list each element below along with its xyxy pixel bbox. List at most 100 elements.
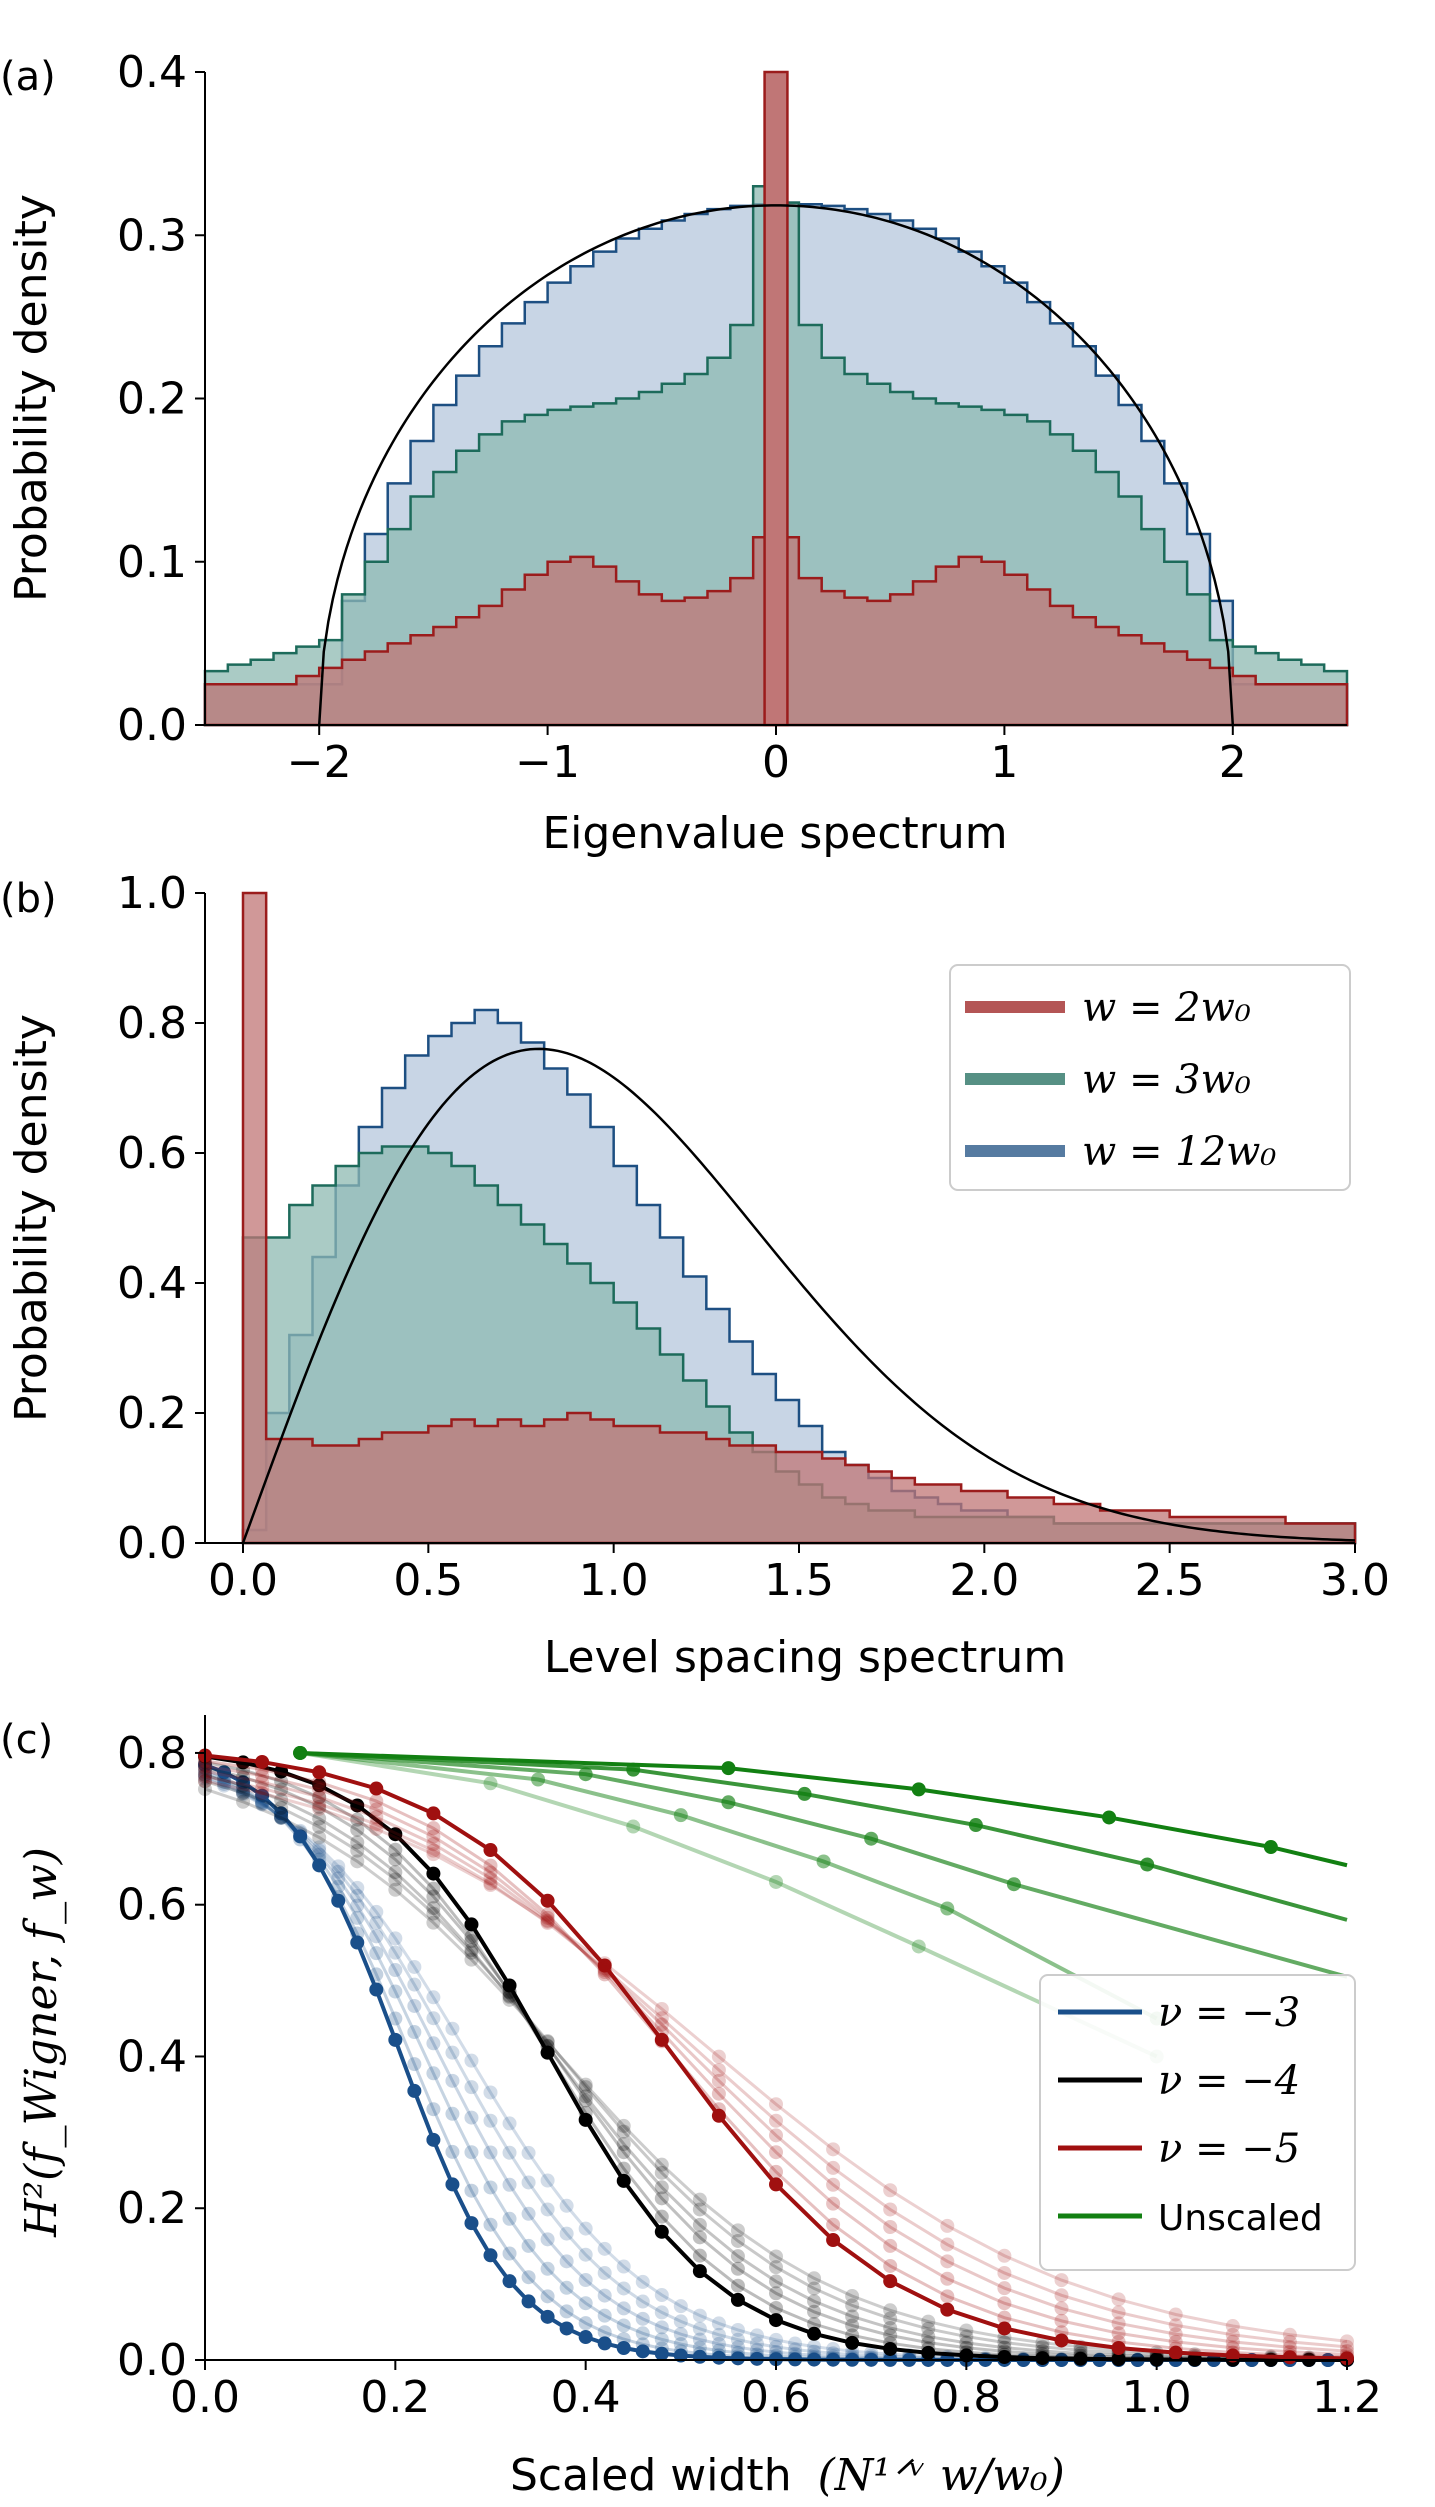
legend-label-w3: w = 3w₀ [1082, 1057, 1251, 1103]
series-nu3-point [711, 2316, 726, 2331]
series-nu5-point [255, 1754, 270, 1769]
series-nu5-point [483, 1876, 498, 1891]
series-nu4-point [654, 2224, 669, 2239]
series-nu4-point [312, 1799, 327, 1814]
series-nu3-point [369, 1929, 384, 1944]
series-nu3-point [673, 2327, 688, 2342]
panel-b-ylabel: Probability density [6, 1014, 57, 1422]
series-unscaled-point [1102, 1810, 1117, 1825]
series-nu3-point [540, 2232, 555, 2247]
panel-b-label: (b) [0, 876, 57, 922]
series-nu5-point [940, 2237, 955, 2252]
series-nu3-point [502, 2177, 517, 2192]
series-nu4-point [807, 2317, 822, 2332]
series-nu5-point [483, 1878, 498, 1893]
series-nu4-point [921, 2341, 936, 2356]
series-nu4-point [236, 1763, 251, 1778]
series-nu3-point [826, 2346, 841, 2361]
series-nu5-point [1111, 2334, 1126, 2349]
series-nu3-point [616, 2259, 631, 2274]
series-nu4-point [578, 2112, 593, 2127]
series-nu5-point [711, 2073, 726, 2088]
series-nu4-point [236, 1794, 251, 1809]
series-unscaled-point [293, 1745, 308, 1760]
series-nu4-line [204, 1766, 1348, 2362]
series-nu3-point [635, 2311, 650, 2326]
series-nu5-point [654, 2017, 669, 2032]
series-nu3-point [293, 1829, 308, 1844]
series-nu4-point [997, 2347, 1012, 2362]
series-nu3-point [635, 2337, 650, 2352]
series-nu5-point [426, 1806, 441, 1821]
series-nu4-line [204, 1779, 1348, 2361]
series-nu3-point [845, 2351, 860, 2366]
series-nu3-point [464, 2145, 479, 2160]
series-nu4-point [464, 1952, 479, 1967]
series-nu3-point [521, 2175, 536, 2190]
series-nu4-point [807, 2326, 822, 2341]
series-nu4-point [692, 2248, 707, 2263]
series-nu5-point [312, 1765, 327, 1780]
series-nu5-point [1168, 2341, 1183, 2356]
panel-b-xlabel: Level spacing spectrum [544, 1632, 1066, 1683]
series-nu4-point [883, 2341, 898, 2356]
series-unscaled-line [300, 1750, 1348, 1868]
panel-b-legend: w = 2w₀ w = 3w₀ w = 12w₀ [949, 964, 1351, 1191]
series-nu4-point [274, 1782, 289, 1797]
series-nu4-point [578, 2105, 593, 2120]
series-nu4-point [616, 2161, 631, 2176]
series-nu5-point [369, 1817, 384, 1832]
series-nu4-point [730, 2278, 745, 2293]
series-nu3-point [331, 1893, 346, 1908]
series-nu5-point [940, 2254, 955, 2269]
series-nu3-point [255, 1794, 270, 1809]
series-nu3-point [616, 2301, 631, 2316]
series-nu5-point [654, 2025, 669, 2040]
series-nu5-point [312, 1782, 327, 1797]
series-nu3-point [597, 2241, 612, 2256]
series-nu4-point [959, 2348, 974, 2363]
series-nu3-point [502, 2145, 517, 2160]
series-nu4-point [350, 1843, 365, 1858]
series-nu3-point [388, 1931, 403, 1946]
series-nu3-point [654, 2346, 669, 2361]
series-nu3-point [502, 2246, 517, 2261]
legend-label-w2: w = 2w₀ [1082, 985, 1251, 1031]
series-nu4-point [654, 2157, 669, 2172]
series-nu3-point [749, 2328, 764, 2343]
series-nu3-point [521, 2206, 536, 2221]
series-nu3-point [711, 2348, 726, 2363]
series-nu3-point [350, 1880, 365, 1895]
series-nu3-point [864, 2350, 879, 2365]
series-nu3-point [692, 2346, 707, 2361]
series-nu5-point [1054, 2313, 1069, 2328]
series-nu5-point [711, 2086, 726, 2101]
series-unscaled-point [968, 1818, 983, 1833]
legend-label-nu5: ν = −5 [1158, 2126, 1300, 2172]
series-nu5-point [540, 1915, 555, 1930]
series-nu4-point [502, 1978, 517, 1993]
series-nu3-point [730, 2351, 745, 2366]
panel-b-x-tick-label: 1.0 [579, 1555, 649, 1606]
series-nu3-point [502, 2211, 517, 2226]
histogram-w2-spike [763, 70, 789, 727]
series-nu4-point [388, 1842, 403, 1857]
series-nu3-point [369, 1946, 384, 1961]
series-nu3-point [483, 2113, 498, 2128]
series-nu3-point [236, 1782, 251, 1797]
panel-c-x-tick-label: 0.6 [741, 2372, 811, 2423]
series-nu4-point [426, 1901, 441, 1916]
panel-a-y-tick-label: 0.0 [117, 700, 187, 751]
series-nu5-point [1054, 2273, 1069, 2288]
series-nu5-point [997, 2310, 1012, 2325]
panel-c-y-tick-label: 0.4 [117, 2031, 187, 2082]
series-nu5-point [940, 2218, 955, 2233]
series-nu4-point [578, 2089, 593, 2104]
series-nu5-line [204, 1759, 1348, 2359]
series-nu3-point [255, 1795, 270, 1810]
series-unscaled-point [293, 1745, 308, 1760]
series-nu5-point [940, 2271, 955, 2286]
series-nu4-point [730, 2292, 745, 2307]
series-nu3-point [635, 2344, 650, 2359]
